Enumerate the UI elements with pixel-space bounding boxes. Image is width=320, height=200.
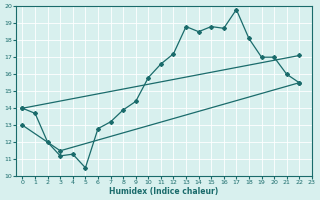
- X-axis label: Humidex (Indice chaleur): Humidex (Indice chaleur): [109, 187, 219, 196]
